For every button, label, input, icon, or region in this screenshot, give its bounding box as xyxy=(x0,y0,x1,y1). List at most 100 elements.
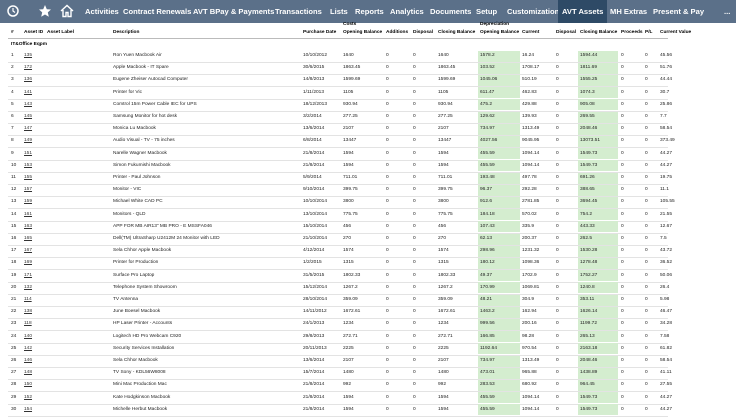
table-cell: Apple Macbook - IT Spare xyxy=(113,65,169,71)
table-cell: 0 xyxy=(621,309,624,315)
highlight xyxy=(578,392,618,404)
home-icon[interactable] xyxy=(60,4,74,18)
table-cell: 510.19 xyxy=(522,77,537,83)
table-cell: 2107 xyxy=(438,358,449,363)
table-cell: 166.85 xyxy=(480,333,495,339)
table-cell: 1672.61 xyxy=(438,309,456,315)
table-cell: 41.11 xyxy=(660,370,672,376)
table-cell: 0 xyxy=(645,358,648,363)
nav-item[interactable]: MH Extras xyxy=(610,7,648,16)
table-cell: 0 xyxy=(556,138,559,144)
asset-id-link[interactable]: 142 xyxy=(24,345,33,351)
table-cell: 1094.14 xyxy=(522,150,540,156)
table-cell: 45.56 xyxy=(660,53,673,58)
table-cell: 1594 xyxy=(343,162,354,168)
history-icon[interactable] xyxy=(6,4,20,18)
nav-item[interactable]: Analytics xyxy=(390,7,424,16)
highlight xyxy=(478,355,520,367)
table-cell: 455.59 xyxy=(480,150,495,156)
table-cell: 1313.49 xyxy=(522,358,540,363)
table-cell: 0 xyxy=(645,101,648,107)
asset-id-link[interactable]: 150 xyxy=(24,382,33,388)
table-cell: 0 xyxy=(556,333,559,339)
table-cell: 3800 xyxy=(343,199,354,205)
asset-id-link[interactable]: 163 xyxy=(24,223,33,229)
asset-id-link[interactable]: 132 xyxy=(24,284,33,290)
row-line xyxy=(8,257,668,259)
table-cell: 7 xyxy=(11,126,14,132)
nav-item[interactable]: Activities xyxy=(85,7,119,16)
asset-id-link[interactable]: 152 xyxy=(24,394,33,400)
asset-id-link[interactable]: 135 xyxy=(24,53,33,58)
nav-item[interactable]: ... xyxy=(724,7,731,16)
asset-id-link[interactable]: 118 xyxy=(24,321,32,327)
asset-id-link[interactable]: 151 xyxy=(24,150,33,156)
highlight xyxy=(578,123,618,135)
table-cell: 0 xyxy=(413,272,416,278)
nav-item[interactable]: Transactions xyxy=(275,7,322,16)
asset-id-link[interactable]: 165 xyxy=(24,236,33,241)
table-cell: 1578.2 xyxy=(480,53,495,58)
asset-id-link[interactable]: 138 xyxy=(24,309,33,315)
asset-id-link[interactable]: 155 xyxy=(24,175,33,180)
table-cell: 1480 xyxy=(343,370,354,376)
asset-id-link[interactable]: 141 xyxy=(24,89,33,95)
table-cell: 2225 xyxy=(438,345,449,351)
nav-item[interactable]: Setup xyxy=(476,7,498,16)
nav-item[interactable]: AVT Assets xyxy=(558,0,608,23)
highlight xyxy=(578,74,618,86)
table-cell: 20 xyxy=(11,284,17,290)
nav-item[interactable]: Lists xyxy=(330,7,348,16)
asset-id-link[interactable]: 157 xyxy=(24,187,33,193)
table-cell: 0 xyxy=(621,358,624,363)
nav-item[interactable]: AVT BPay & Payments xyxy=(193,7,275,16)
asset-id-link[interactable]: 148 xyxy=(24,370,33,376)
table-cell: 18 xyxy=(11,260,17,266)
table-cell: 2225 xyxy=(343,345,354,351)
asset-id-link[interactable]: 147 xyxy=(24,126,33,132)
asset-id-link[interactable]: 140 xyxy=(24,333,33,339)
table-cell: 15/10/2014 xyxy=(303,223,328,229)
table-cell: 0 xyxy=(386,114,389,119)
asset-id-link[interactable]: 172 xyxy=(24,65,33,71)
table-cell: 43.72 xyxy=(660,248,673,254)
table-cell: 0 xyxy=(556,211,559,217)
asset-id-link[interactable]: 146 xyxy=(24,358,33,363)
asset-id-link[interactable]: 114 xyxy=(24,297,32,302)
highlight xyxy=(578,87,618,99)
table-cell: 5.98 xyxy=(660,297,670,302)
table-cell: 34.28 xyxy=(660,321,673,327)
table-cell: 0 xyxy=(413,406,416,412)
table-cell: 0 xyxy=(413,236,416,241)
asset-id-link[interactable]: 143 xyxy=(24,101,33,107)
nav-item[interactable]: Reports xyxy=(355,7,384,16)
table-cell: 1094.14 xyxy=(522,406,540,412)
table-cell: 0 xyxy=(386,248,389,254)
table-cell: Comtrol 15m Power Cable IEC for UPS xyxy=(113,101,197,107)
asset-id-link[interactable]: 167 xyxy=(24,248,33,254)
table-cell: 10/10/2014 xyxy=(303,199,328,205)
nav-item[interactable]: Customization xyxy=(507,7,560,16)
table-cell: 26 xyxy=(11,358,17,363)
row-line xyxy=(8,306,668,307)
asset-id-link[interactable]: 153 xyxy=(24,162,33,168)
table-cell: 0 xyxy=(556,162,559,168)
asset-id-link[interactable]: 161 xyxy=(24,211,33,217)
asset-id-link[interactable]: 154 xyxy=(24,406,33,412)
table-cell: 21/8/2014 xyxy=(303,150,325,156)
table-cell: 2781.85 xyxy=(522,199,540,205)
asset-id-link[interactable]: 145 xyxy=(24,114,33,119)
asset-id-link[interactable]: 159 xyxy=(24,199,33,205)
nav-item[interactable]: Present & Pay xyxy=(653,7,705,16)
table-cell: 1549.73 xyxy=(580,394,598,400)
asset-id-link[interactable]: 169 xyxy=(24,260,33,266)
star-icon[interactable] xyxy=(38,4,52,18)
asset-id-link[interactable]: 149 xyxy=(24,138,33,144)
table-cell: 1555.25 xyxy=(580,77,598,83)
nav-item[interactable]: Documents xyxy=(430,7,472,16)
nav-item[interactable]: Contract Renewals xyxy=(123,7,192,16)
asset-id-link[interactable]: 136 xyxy=(24,77,33,83)
table-cell: 1/11/2013 xyxy=(303,89,324,95)
table-cell: 0 xyxy=(413,284,416,290)
asset-id-link[interactable]: 171 xyxy=(24,272,33,278)
